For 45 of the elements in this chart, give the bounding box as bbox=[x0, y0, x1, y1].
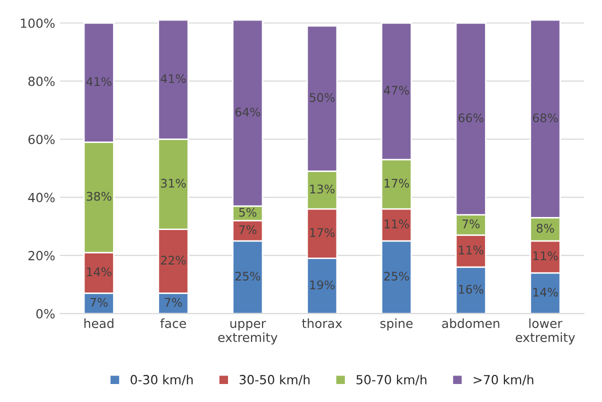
y-tick-label: 100% bbox=[20, 18, 55, 28]
y-tick-label: 60% bbox=[28, 134, 55, 144]
data-label: 7% bbox=[90, 298, 108, 307]
legend-label: >70 km/h bbox=[474, 374, 534, 386]
legend-label: 30-50 km/h bbox=[240, 374, 310, 386]
data-label: 25% bbox=[384, 272, 409, 281]
data-label: 17% bbox=[384, 178, 409, 188]
x-tick-label: lower extremity bbox=[516, 318, 576, 345]
x-tick-label: abdomen bbox=[442, 318, 500, 328]
x-tick-label: thorax bbox=[302, 318, 342, 328]
legend-label: 0-30 km/h bbox=[130, 374, 193, 386]
y-tick-label: 40% bbox=[28, 192, 55, 202]
data-label: 5% bbox=[239, 208, 256, 217]
data-label: 64% bbox=[235, 108, 260, 117]
data-label: 68% bbox=[532, 113, 558, 122]
data-label: 11% bbox=[533, 251, 558, 260]
data-label: 14% bbox=[87, 267, 112, 276]
data-label: 8% bbox=[536, 224, 554, 233]
x-tick-label: spine bbox=[380, 318, 413, 331]
legend-label: 50-70 km/h bbox=[356, 374, 426, 386]
y-tick-label: 80% bbox=[28, 76, 55, 86]
data-label: 47% bbox=[384, 86, 409, 95]
data-label: 25% bbox=[235, 272, 260, 281]
data-label: 19% bbox=[310, 280, 335, 290]
data-label: 16% bbox=[459, 284, 484, 294]
data-label: 17% bbox=[310, 228, 335, 238]
data-label: 22% bbox=[161, 256, 186, 265]
y-tick-label: 20% bbox=[28, 250, 55, 260]
x-tick-label: head bbox=[84, 318, 114, 328]
data-label: 11% bbox=[384, 219, 409, 228]
data-label: 14% bbox=[533, 288, 558, 297]
data-label: 50% bbox=[310, 93, 335, 102]
data-label: 31% bbox=[161, 178, 186, 188]
data-label: 38% bbox=[86, 192, 112, 201]
data-label: 13% bbox=[310, 184, 335, 194]
y-tick-label: 0% bbox=[36, 309, 55, 318]
data-label: 7% bbox=[462, 219, 480, 228]
data-label: 66% bbox=[458, 113, 484, 122]
data-label: 7% bbox=[164, 298, 182, 307]
x-tick-label: upper extremity bbox=[218, 320, 278, 345]
data-label: 7% bbox=[239, 225, 256, 234]
data-label: 41% bbox=[86, 77, 112, 86]
data-label: 11% bbox=[459, 246, 484, 255]
data-label: 41% bbox=[160, 74, 186, 84]
x-tick-label: face bbox=[160, 318, 186, 328]
